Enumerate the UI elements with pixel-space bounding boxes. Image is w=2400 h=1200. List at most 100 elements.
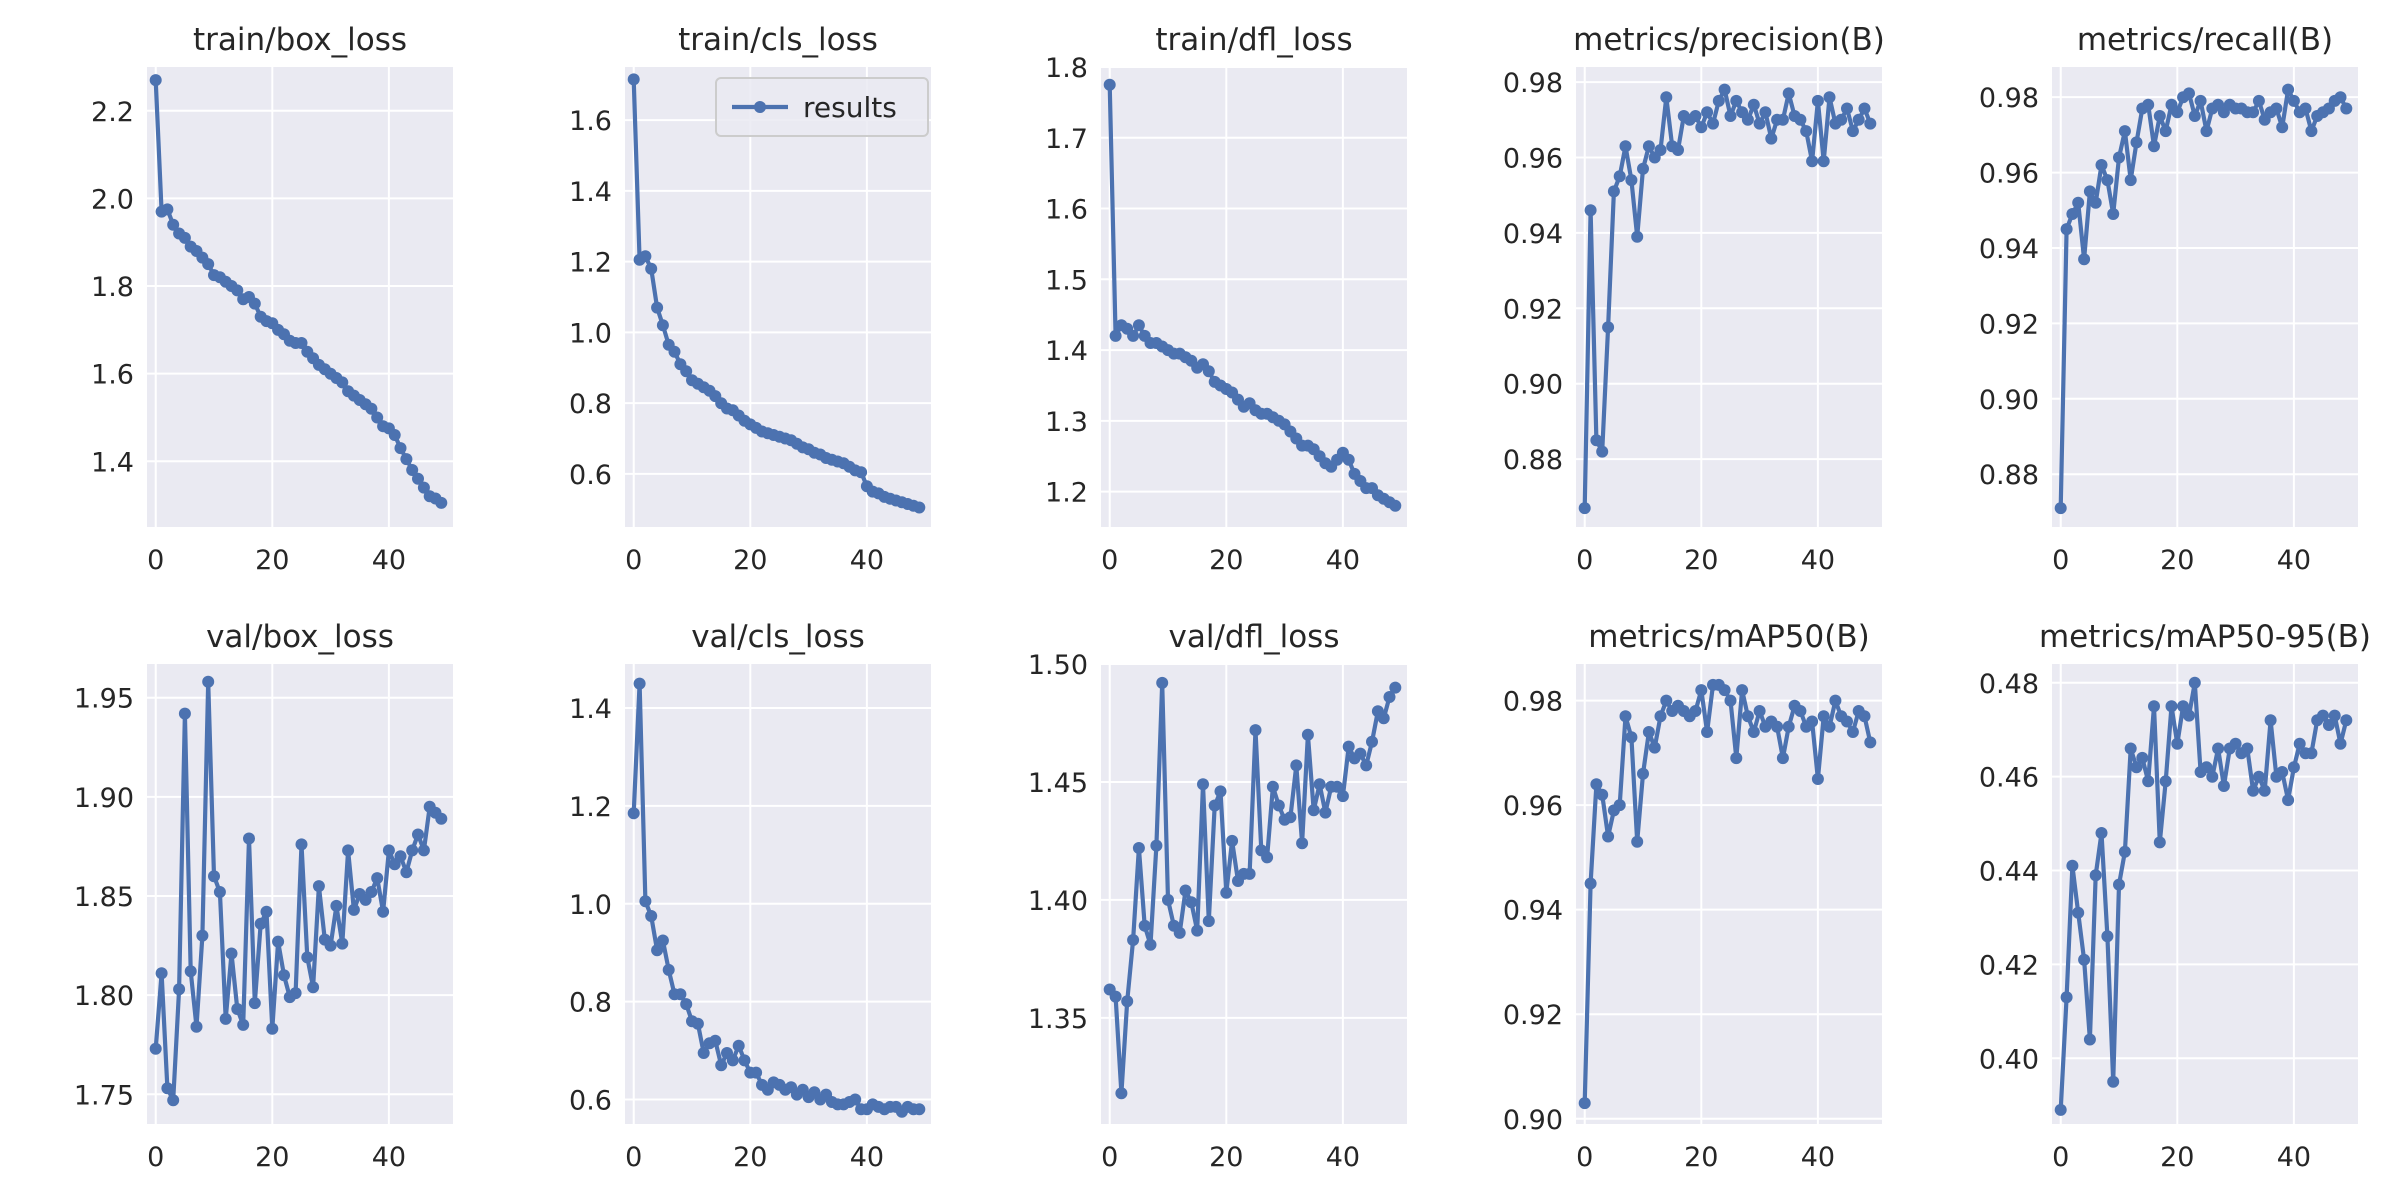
data-point	[2113, 878, 2125, 891]
data-point	[161, 1082, 174, 1095]
x-tick-label: 40	[850, 545, 884, 576]
data-point	[1360, 759, 1373, 772]
data-point	[627, 73, 640, 86]
data-point	[1272, 799, 1285, 812]
y-tick-label: 1.6	[91, 360, 134, 391]
data-point	[1138, 919, 1151, 932]
y-tick-label: 0.6	[569, 460, 612, 491]
data-point	[1109, 329, 1122, 342]
data-point	[738, 1054, 751, 1067]
data-point	[254, 917, 267, 930]
data-point	[2101, 174, 2114, 187]
y-tick-label: 0.96	[1503, 143, 1563, 174]
data-point	[1660, 91, 1673, 104]
data-point	[330, 899, 343, 912]
x-tick-label: 40	[2277, 1142, 2311, 1173]
data-point	[1806, 155, 1819, 168]
data-point	[1144, 938, 1157, 951]
data-point	[2054, 502, 2067, 515]
data-point	[680, 998, 693, 1011]
data-point	[2293, 737, 2306, 750]
data-point	[1730, 752, 1743, 765]
y-tick-label: 0.48	[1979, 669, 2039, 700]
y-tick-label: 0.90	[1503, 370, 1563, 401]
x-tick-label: 40	[2277, 545, 2311, 576]
data-point	[301, 951, 314, 964]
data-point	[1695, 121, 1708, 134]
x-tick-label: 40	[372, 1142, 406, 1173]
x-tick-label: 0	[625, 545, 642, 576]
data-point	[1191, 924, 1204, 937]
data-point	[278, 969, 290, 982]
data-point	[243, 832, 255, 845]
data-point	[1846, 726, 1859, 738]
data-point	[412, 828, 424, 841]
data-point	[1354, 747, 1367, 760]
data-point	[2095, 159, 2108, 171]
x-tick-label: 20	[2160, 1142, 2194, 1173]
data-point	[1701, 106, 1714, 119]
subplot-title: metrics/recall(B)	[2077, 22, 2333, 58]
data-point	[1377, 712, 1390, 725]
subplot-8: 0 20 40 1.35 1.40 1.45 1.50 val/dfl_loss	[1028, 619, 1407, 1173]
data-point	[2340, 102, 2353, 115]
data-point	[1776, 113, 1789, 126]
data-point	[225, 947, 238, 960]
data-point	[668, 345, 681, 358]
data-point	[155, 967, 168, 980]
data-point	[674, 988, 687, 1001]
data-point	[2252, 94, 2265, 107]
data-point	[656, 934, 669, 947]
data-point	[1858, 710, 1871, 723]
data-point	[1261, 851, 1274, 864]
y-tick-label: 0.42	[1979, 950, 2039, 981]
y-tick-label: 0.6	[569, 1086, 612, 1117]
subplot-2: 0 20 40 0.6 0.8 1.0 1.2 1.4 1.6 train/cls_lossres…	[569, 22, 931, 576]
data-point	[1185, 896, 1198, 909]
data-point	[2159, 775, 2172, 788]
subplot-4: 0 20 40 0.88 0.90 0.92 0.94 0.96 0.98 metrics/pre…	[1503, 22, 1885, 576]
data-point	[295, 838, 308, 851]
data-point	[1173, 926, 1186, 939]
y-tick-label: 0.92	[1503, 1000, 1563, 1031]
data-point	[2142, 775, 2155, 788]
data-point	[1707, 117, 1719, 130]
data-point	[1150, 839, 1163, 852]
y-tick-label: 1.45	[1028, 768, 1088, 799]
data-point	[2124, 174, 2137, 187]
data-point	[2217, 780, 2230, 792]
x-tick-label: 40	[372, 545, 406, 576]
data-point	[1121, 995, 1134, 1008]
data-point	[394, 850, 407, 863]
data-point	[149, 74, 162, 87]
data-point	[1771, 720, 1784, 733]
data-point	[336, 937, 349, 950]
data-point	[190, 1020, 203, 1033]
data-point	[2148, 700, 2160, 713]
data-point	[2282, 794, 2295, 807]
data-point	[1313, 778, 1326, 791]
data-point	[2148, 140, 2160, 153]
data-point	[312, 880, 325, 893]
data-point	[2247, 784, 2260, 797]
data-point	[1383, 691, 1396, 703]
data-point	[435, 812, 448, 825]
data-point	[1660, 694, 1673, 707]
data-point	[1806, 715, 1819, 728]
data-point	[2305, 747, 2318, 760]
data-point	[1590, 434, 1603, 447]
data-point	[1249, 724, 1262, 737]
data-point	[1695, 684, 1708, 697]
data-point	[1782, 720, 1795, 733]
data-point	[1336, 790, 1349, 803]
x-tick-label: 0	[147, 545, 164, 576]
data-point	[2299, 102, 2312, 115]
data-point	[1596, 788, 1609, 801]
data-point	[324, 939, 337, 952]
x-tick-label: 0	[147, 1142, 164, 1173]
data-point	[167, 218, 180, 231]
data-point	[1672, 144, 1684, 156]
data-point	[2188, 676, 2201, 689]
data-point	[1284, 811, 1297, 824]
data-point	[2334, 737, 2347, 750]
